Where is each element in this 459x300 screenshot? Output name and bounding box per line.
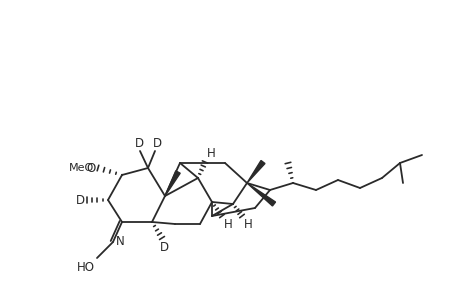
Text: O: O <box>87 161 96 175</box>
Text: MeO: MeO <box>68 163 94 173</box>
Text: H: H <box>243 218 252 231</box>
Text: N: N <box>116 236 124 248</box>
Text: D: D <box>134 137 143 150</box>
Polygon shape <box>246 160 264 183</box>
Text: H: H <box>207 147 215 160</box>
Polygon shape <box>246 183 275 206</box>
Text: D: D <box>76 194 85 206</box>
Text: H: H <box>224 218 232 231</box>
Text: D: D <box>152 137 161 150</box>
Text: HO: HO <box>77 261 95 274</box>
Polygon shape <box>165 171 180 196</box>
Text: D: D <box>159 241 168 254</box>
